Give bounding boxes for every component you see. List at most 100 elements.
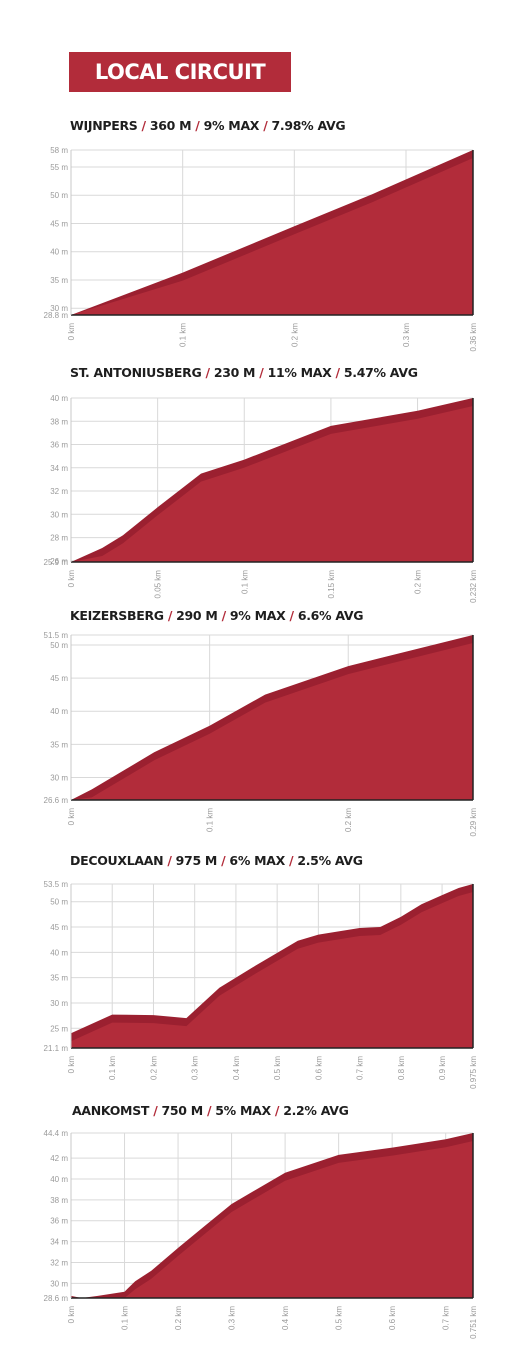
title-separator: / xyxy=(149,1103,162,1118)
x-tick-label: 0.975 km xyxy=(469,1056,478,1089)
x-tick-label: 0.29 km xyxy=(469,808,478,837)
title-separator: / xyxy=(217,853,230,868)
y-tick-label: 26 m xyxy=(50,557,68,566)
title-separator: / xyxy=(285,608,298,623)
y-tick-label: 58 m xyxy=(50,146,68,155)
elevation-area xyxy=(71,892,473,1048)
y-tick-label: 55 m xyxy=(50,163,68,172)
climb-name: ST. ANTONIUSBERG xyxy=(70,365,202,380)
y-tick-label: 28.6 m xyxy=(44,1294,69,1303)
x-tick-label: 0 km xyxy=(67,323,76,341)
x-tick-label: 0 km xyxy=(67,1306,76,1324)
title-separator: / xyxy=(255,365,268,380)
y-tick-label: 30 m xyxy=(50,304,68,313)
climb-stat: 5% MAX xyxy=(215,1103,271,1118)
x-tick-label: 0 km xyxy=(67,808,76,826)
chart-title: WIJNPERS / 360 M / 9% MAX / 7.98% AVG xyxy=(70,118,346,133)
x-tick-label: 0.6 km xyxy=(388,1306,397,1330)
x-tick-label: 0.2 km xyxy=(414,570,423,594)
x-tick-label: 0.9 km xyxy=(438,1056,447,1080)
y-tick-label: 30 m xyxy=(50,1279,68,1288)
title-separator: / xyxy=(217,608,230,623)
climb-stat: 9% MAX xyxy=(229,608,286,623)
y-tick-label: 51.5 m xyxy=(44,631,69,640)
y-tick-label: 40 m xyxy=(50,948,68,957)
y-tick-label: 30 m xyxy=(50,999,68,1008)
y-tick-label: 35 m xyxy=(50,740,68,749)
climb-stat: 750 M xyxy=(161,1103,204,1118)
title-separator: / xyxy=(137,118,150,133)
climb-stat: 230 M xyxy=(213,365,256,380)
chart-plot: 28.8 m30 m 35 m 40 m 45 m 50 m 55 m 58 m 0 km 0.… xyxy=(44,146,478,351)
x-tick-label: 0.2 km xyxy=(174,1306,183,1330)
y-tick-label: 45 m xyxy=(50,219,68,228)
chart-plot: 26.6 m 30 m 35 m 40 m 45 m 50 m51.5 m 0 km 0.1 … xyxy=(44,631,478,837)
x-tick-label: 0.3 km xyxy=(228,1306,237,1330)
y-tick-label: 26.6 m xyxy=(44,796,69,805)
x-tick-label: 0.1 km xyxy=(179,323,188,347)
y-tick-label: 36 m xyxy=(50,441,68,450)
climb-stat: 5.47% AVG xyxy=(343,365,418,380)
y-tick-label: 35 m xyxy=(50,974,68,983)
x-tick-label: 0 km xyxy=(67,1056,76,1074)
y-tick-label: 42 m xyxy=(50,1154,68,1163)
title-separator: / xyxy=(201,365,214,380)
x-tick-label: 0.751 km xyxy=(469,1306,478,1339)
climb-stat: 975 M xyxy=(175,853,218,868)
chart-title: AANKOMST / 750 M / 5% MAX / 2.2% AVG xyxy=(72,1103,349,1118)
climb-stat: 6.6% AVG xyxy=(297,608,364,623)
chart-title: KEIZERSBERG / 290 M / 9% MAX / 6.6% AVG xyxy=(70,608,364,623)
y-tick-label: 45 m xyxy=(50,674,68,683)
y-tick-label: 53.5 m xyxy=(44,880,69,889)
x-tick-label: 0.1 km xyxy=(240,570,249,594)
y-tick-label: 40 m xyxy=(50,1175,68,1184)
x-tick-label: 0.15 km xyxy=(327,570,336,599)
x-tick-label: 0.5 km xyxy=(335,1306,344,1330)
y-tick-label: 30 m xyxy=(50,773,68,782)
x-tick-label: 0.3 km xyxy=(402,323,411,347)
elevation-area xyxy=(71,1141,473,1298)
x-tick-label: 0.3 km xyxy=(191,1056,200,1080)
climb-stat: 9% MAX xyxy=(203,118,260,133)
x-tick-label: 0.7 km xyxy=(442,1306,451,1330)
climb-stat: 360 M xyxy=(149,118,192,133)
x-tick-label: 0.8 km xyxy=(397,1056,406,1080)
y-tick-label: 40 m xyxy=(50,707,68,716)
y-tick-label: 40 m xyxy=(50,394,68,403)
title-separator: / xyxy=(163,853,176,868)
chart-title: DECOUXLAAN / 975 M / 6% MAX / 2.5% AVG xyxy=(70,853,363,868)
x-tick-label: 0.05 km xyxy=(154,570,163,599)
chart-plot: 25.9 m26 m 28 m 30 m 32 m 34 m 36 m 38 m 40 m 0 … xyxy=(44,394,478,603)
title-separator: / xyxy=(331,365,344,380)
title-separator: / xyxy=(163,608,177,623)
climb-stat: 7.98% AVG xyxy=(271,118,346,133)
climb-name: AANKOMST xyxy=(72,1103,150,1118)
x-tick-label: 0.1 km xyxy=(108,1056,117,1080)
y-tick-label: 34 m xyxy=(50,464,68,473)
x-tick-label: 0 km xyxy=(67,570,76,588)
x-tick-label: 0.6 km xyxy=(314,1056,323,1080)
x-tick-label: 0.4 km xyxy=(281,1306,290,1330)
x-tick-label: 0.1 km xyxy=(206,808,215,832)
y-tick-label: 28 m xyxy=(50,534,68,543)
title-separator: / xyxy=(202,1103,216,1118)
x-tick-label: 0.1 km xyxy=(121,1306,130,1330)
climb-stat: 290 M xyxy=(176,608,218,623)
x-tick-label: 0.2 km xyxy=(290,323,299,347)
y-tick-label: 38 m xyxy=(50,417,68,426)
y-tick-label: 28.8 m xyxy=(44,311,69,320)
y-tick-label: 21.1 m xyxy=(44,1044,69,1053)
y-tick-label: 45 m xyxy=(50,923,68,932)
page-title: LOCAL CIRCUIT LEUVEN xyxy=(69,52,291,124)
climb-name: WIJNPERS xyxy=(70,118,138,133)
chart-plot: 21.1 m 25 m 30 m 35 m 40 m 45 m 50 m 53.5 m 0 km… xyxy=(44,880,478,1089)
x-tick-label: 0.2 km xyxy=(149,1056,158,1080)
y-tick-label: 50 m xyxy=(50,898,68,907)
x-tick-label: 0.5 km xyxy=(273,1056,282,1080)
climb-name: KEIZERSBERG xyxy=(70,608,164,623)
x-tick-label: 0.4 km xyxy=(232,1056,241,1080)
elevation-area xyxy=(71,643,473,800)
elevation-area xyxy=(71,406,473,562)
y-tick-label: 38 m xyxy=(50,1196,68,1205)
climb-stat: 11% MAX xyxy=(267,365,332,380)
